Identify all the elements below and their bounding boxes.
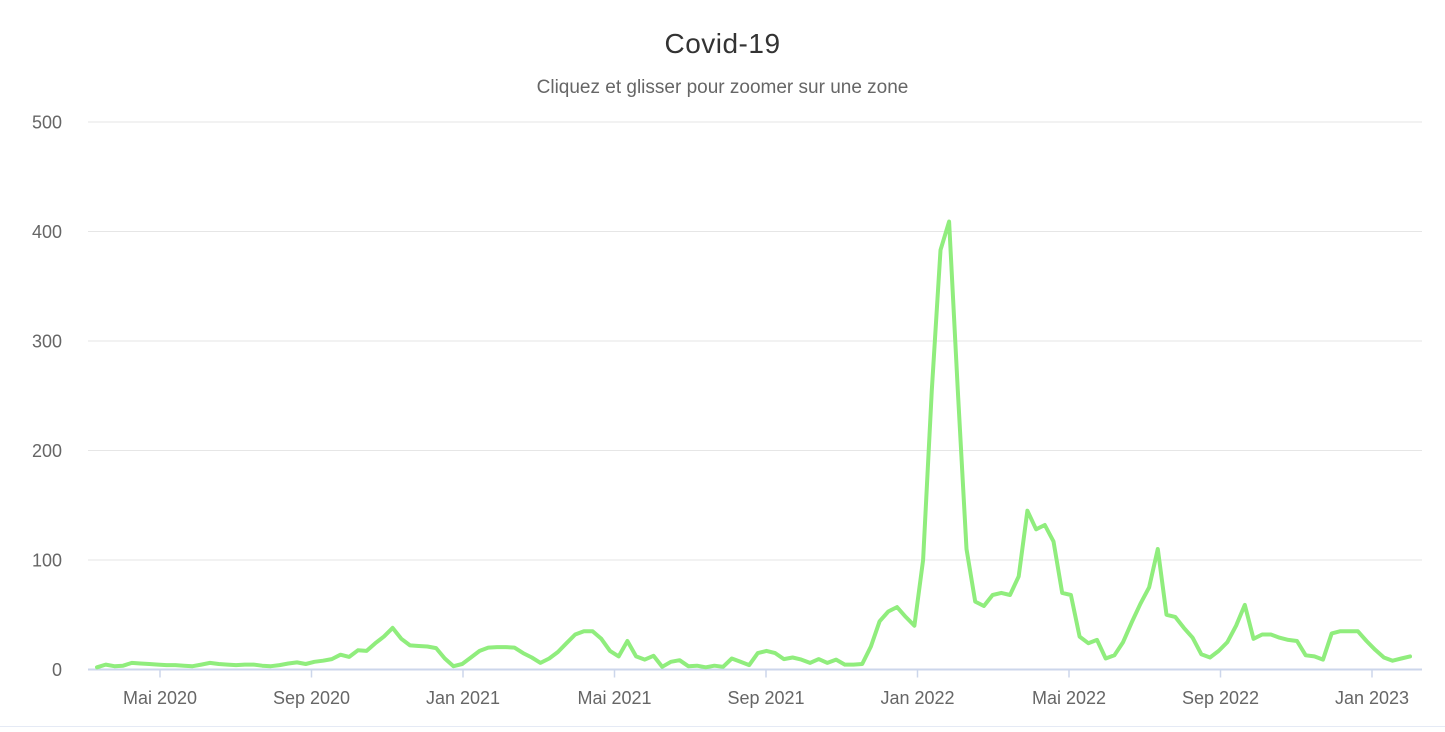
x-axis-label: Jan 2022 <box>880 688 954 708</box>
y-axis-label: 0 <box>52 660 62 680</box>
y-axis-label: 400 <box>32 222 62 242</box>
covid-series-line <box>95 219 1412 670</box>
x-axis-label: Sep 2021 <box>727 688 804 708</box>
chart-subtitle: Cliquez et glisser pour zoomer sur une z… <box>536 77 909 98</box>
x-axis-label: Sep 2020 <box>273 688 350 708</box>
chart-title: Covid-19 <box>664 28 781 59</box>
x-axis-label: Mai 2022 <box>1032 688 1106 708</box>
y-axis-label: 300 <box>32 332 62 352</box>
y-axis-label: 500 <box>32 113 62 133</box>
x-axis-label: Jan 2023 <box>1335 688 1409 708</box>
x-axis-label: Sep 2022 <box>1182 688 1259 708</box>
x-axis-label: Jan 2021 <box>426 688 500 708</box>
x-axis-label: Mai 2020 <box>123 688 197 708</box>
y-axis-label: 100 <box>32 551 62 571</box>
y-axis-label: 200 <box>32 441 62 461</box>
x-axis-label: Mai 2021 <box>577 688 651 708</box>
